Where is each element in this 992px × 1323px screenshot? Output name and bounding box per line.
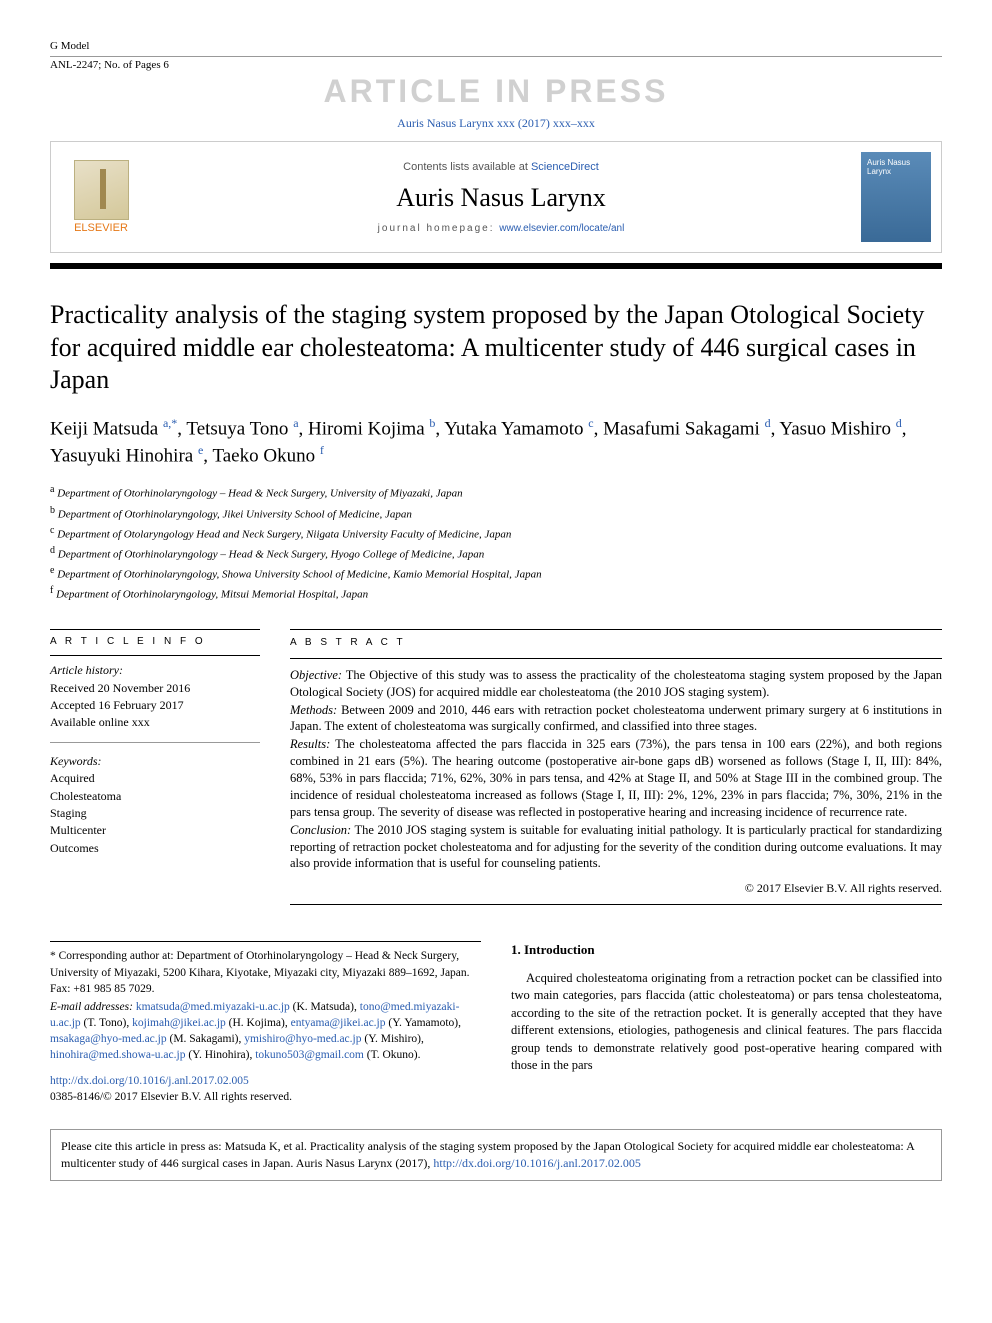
homepage-prefix: journal homepage:: [378, 223, 500, 234]
abstract: A B S T R A C T Objective: The Objective…: [290, 623, 942, 911]
article-info-label: A R T I C L E I N F O: [50, 636, 260, 647]
conclusion-label: Conclusion:: [290, 823, 351, 837]
accepted-date: Accepted 16 February 2017: [50, 697, 260, 714]
online-date: Available online xxx: [50, 714, 260, 731]
issn-copyright: 0385-8146/© 2017 Elsevier B.V. All right…: [50, 1091, 292, 1103]
email-link[interactable]: entyama@jikei.ac.jp: [291, 1017, 386, 1029]
journal-header: ELSEVIER Contents lists available at Sci…: [50, 141, 942, 253]
g-model-label: G Model: [50, 40, 89, 52]
corresponding-text: * Corresponding author at: Department of…: [50, 950, 470, 994]
running-header: G Model: [50, 40, 942, 57]
email-label: E-mail addresses:: [50, 1001, 133, 1013]
received-date: Received 20 November 2016: [50, 680, 260, 697]
keyword: Cholesteatoma: [50, 788, 260, 805]
contents-prefix: Contents lists available at: [403, 161, 531, 173]
body-two-column: * Corresponding author at: Department of…: [50, 941, 942, 1105]
email-link[interactable]: kojimah@jikei.ac.jp: [132, 1017, 226, 1029]
email-who: (T. Okuno).: [364, 1049, 421, 1061]
header-divider-bar: [50, 263, 942, 269]
elsevier-text: ELSEVIER: [74, 222, 128, 234]
homepage-url[interactable]: www.elsevier.com/locate/anl: [499, 223, 624, 234]
journal-center: Contents lists available at ScienceDirec…: [141, 161, 861, 234]
article-info-sidebar: A R T I C L E I N F O Article history: R…: [50, 623, 260, 911]
email-link[interactable]: msakaga@hyo-med.ac.jp: [50, 1033, 167, 1045]
elsevier-tree-icon: [74, 160, 129, 220]
history-label: Article history:: [50, 662, 260, 679]
objective-text: The Objective of this study was to asses…: [290, 668, 942, 699]
article-in-press-watermark: ARTICLE IN PRESS: [50, 73, 942, 110]
abstract-copyright: © 2017 Elsevier B.V. All rights reserved…: [290, 880, 942, 896]
email-who: (K. Matsuda),: [290, 1001, 360, 1013]
left-column: * Corresponding author at: Department of…: [50, 941, 481, 1105]
keywords-list: AcquiredCholesteatomaStagingMulticenterO…: [50, 770, 260, 857]
contents-available-line: Contents lists available at ScienceDirec…: [141, 161, 861, 173]
citebox-doi-link[interactable]: http://dx.doi.org/10.1016/j.anl.2017.02.…: [433, 1156, 640, 1170]
email-who: (Y. Yamamoto),: [386, 1017, 462, 1029]
corresponding-author-footnote: * Corresponding author at: Department of…: [50, 948, 481, 996]
anl-ref: ANL-2247; No. of Pages 6: [50, 59, 942, 71]
objective-label: Objective:: [290, 668, 342, 682]
affiliations: a Department of Otorhinolaryngology – He…: [50, 482, 942, 603]
author-list: Keiji Matsuda a,*, Tetsuya Tono a, Hirom…: [50, 415, 942, 471]
article-title: Practicality analysis of the staging sys…: [50, 299, 942, 397]
conclusion-text: The 2010 JOS staging system is suitable …: [290, 823, 942, 871]
email-link[interactable]: ymishiro@hyo-med.ac.jp: [244, 1033, 361, 1045]
doi-link[interactable]: http://dx.doi.org/10.1016/j.anl.2017.02.…: [50, 1075, 249, 1087]
keyword: Multicenter: [50, 822, 260, 839]
homepage-line: journal homepage: www.elsevier.com/locat…: [141, 223, 861, 234]
journal-name: Auris Nasus Larynx: [141, 183, 861, 213]
methods-text: Between 2009 and 2010, 446 ears with ret…: [290, 703, 942, 734]
citation-box: Please cite this article in press as: Ma…: [50, 1129, 942, 1181]
keyword: Acquired: [50, 770, 260, 787]
introduction-p1: Acquired cholesteatoma originating from …: [511, 970, 942, 1075]
results-text: The cholesteatoma affected the pars flac…: [290, 737, 942, 819]
email-addresses-footnote: E-mail addresses: kmatsuda@med.miyazaki-…: [50, 999, 481, 1063]
email-who: (M. Sakagami),: [167, 1033, 245, 1045]
email-who: (Y. Mishiro),: [361, 1033, 423, 1045]
email-who: (T. Tono),: [81, 1017, 132, 1029]
journal-cover-thumbnail: Auris Nasus Larynx: [861, 152, 931, 242]
email-who: (H. Kojima),: [226, 1017, 291, 1029]
email-link[interactable]: kmatsuda@med.miyazaki-u.ac.jp: [136, 1001, 290, 1013]
abstract-label: A B S T R A C T: [290, 636, 942, 650]
right-column: 1. Introduction Acquired cholesteatoma o…: [511, 941, 942, 1105]
cover-text: Auris Nasus Larynx: [867, 158, 910, 176]
introduction-heading: 1. Introduction: [511, 941, 942, 959]
email-who: (Y. Hinohira),: [185, 1049, 255, 1061]
keyword: Outcomes: [50, 840, 260, 857]
methods-label: Methods:: [290, 703, 337, 717]
keywords-label: Keywords:: [50, 753, 260, 770]
sciencedirect-link[interactable]: ScienceDirect: [531, 161, 599, 173]
email-link[interactable]: hinohira@med.showa-u.ac.jp: [50, 1049, 185, 1061]
results-label: Results:: [290, 737, 330, 751]
info-abstract-row: A R T I C L E I N F O Article history: R…: [50, 623, 942, 911]
elsevier-logo: ELSEVIER: [61, 152, 141, 242]
keyword: Staging: [50, 805, 260, 822]
doi-block: http://dx.doi.org/10.1016/j.anl.2017.02.…: [50, 1073, 481, 1105]
email-link[interactable]: tokuno503@gmail.com: [255, 1049, 364, 1061]
citation-line: Auris Nasus Larynx xxx (2017) xxx–xxx: [50, 116, 942, 131]
